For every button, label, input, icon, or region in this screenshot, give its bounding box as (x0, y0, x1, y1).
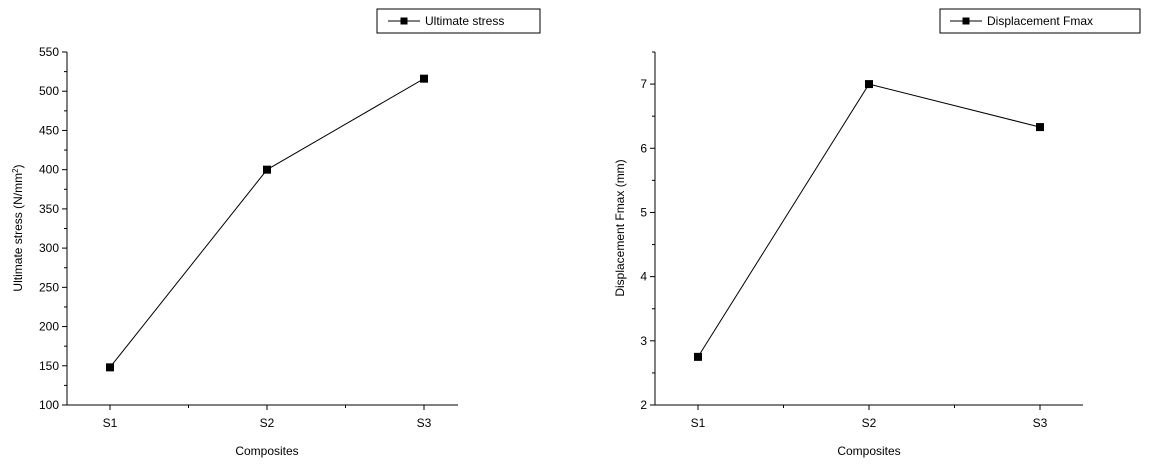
y-axis-title: Displacement Fmax (mm) (613, 159, 627, 296)
y-tick-label: 500 (39, 84, 59, 98)
x-tick-label-s2: S2 (862, 416, 877, 430)
legend-label: Displacement Fmax (987, 14, 1093, 28)
series-ultimate-stress (106, 74, 428, 372)
y-axis-title-superscript: 2 (11, 168, 20, 173)
y-tick-label: 100 (39, 398, 59, 412)
y-tick-label: 150 (39, 359, 59, 373)
legend-marker-icon (400, 17, 408, 25)
y-tick-label: 350 (39, 202, 59, 216)
x-tick-label-s1: S1 (103, 416, 118, 430)
data-point-s2 (263, 165, 271, 174)
x-tick-label-s1: S1 (691, 416, 706, 430)
data-point-s3 (420, 74, 428, 83)
y-tick-label: 6 (640, 141, 647, 155)
legend-displacement-fmax: Displacement Fmax (939, 8, 1141, 34)
chart-displacement-fmax: Displacement Fmax 2 3 4 5 6 7 S1 S2 S3 Compos… (613, 8, 1141, 458)
y-tick-label: 3 (640, 334, 647, 348)
data-point-s1 (106, 363, 114, 372)
x-tick-label-s2: S2 (260, 416, 275, 430)
y-tick-label: 250 (39, 280, 59, 294)
x-tick-label-s3: S3 (1033, 416, 1048, 430)
y-tick-label: 7 (640, 77, 647, 91)
data-point-s2 (865, 80, 873, 89)
y-ticks: 2 3 4 5 6 7 (640, 51, 655, 412)
y-tick-label: 300 (39, 241, 59, 255)
y-tick-label: 2 (640, 398, 647, 412)
legend-ultimate-stress: Ultimate stress (376, 8, 541, 34)
y-tick-label: 5 (640, 205, 647, 219)
x-tick-label-s3: S3 (417, 416, 432, 430)
x-ticks (697, 405, 1041, 410)
data-point-s3 (1036, 123, 1044, 132)
y-ticks: 100 150 200 250 300 350 400 450 500 550 (39, 45, 67, 412)
series-line (109, 78, 425, 368)
y-tick-label: 4 (640, 270, 647, 284)
y-tick-label: 550 (39, 45, 59, 59)
y-tick-label: 200 (39, 320, 59, 334)
y-tick-label: 400 (39, 163, 59, 177)
x-axis-title: Composites (235, 444, 298, 458)
y-axis-title-close: ) (11, 164, 25, 168)
series-displacement-fmax (694, 80, 1044, 361)
legend-label: Ultimate stress (425, 14, 504, 28)
y-axis-title: Ultimate stress (N/mm2) (11, 164, 26, 291)
x-axis-title: Composites (837, 444, 900, 458)
y-axis-title-main: Ultimate stress (N/mm (11, 173, 25, 292)
y-tick-label: 450 (39, 123, 59, 137)
x-ticks (109, 405, 425, 410)
data-point-s1 (694, 352, 702, 361)
series-line (697, 83, 1041, 358)
legend-marker-icon (962, 17, 970, 25)
chart-ultimate-stress: Ultimate stress 100 150 200 250 300 350 400 450… (11, 8, 541, 458)
